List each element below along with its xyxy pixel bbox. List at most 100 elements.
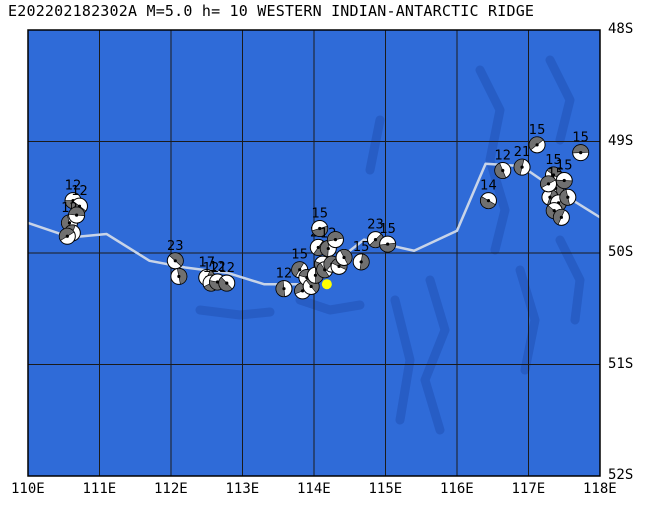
beachball-center (309, 284, 313, 289)
beachball-compression-quadrant (528, 136, 544, 151)
beachball-center (177, 274, 181, 279)
bathymetry-streak (390, 295, 415, 425)
beachball-center (326, 246, 330, 251)
beachball-center (548, 195, 552, 199)
beachball-center (215, 280, 220, 284)
beachball-center (316, 245, 320, 250)
beachball-compression-quadrant (480, 196, 496, 209)
latitude-label: 51S (608, 355, 634, 372)
depth-label: 12 (71, 184, 88, 199)
beachball-compression-quadrant (559, 189, 570, 206)
beachball-compression-quadrant (218, 276, 233, 292)
depth-label: 14 (480, 179, 497, 194)
longitude-label: 114E (297, 481, 331, 497)
bathymetry-streak (195, 305, 275, 320)
beachball-compression-quadrant (275, 280, 286, 297)
beachball-compression-quadrant (59, 228, 75, 241)
beachball-compression-quadrant (359, 253, 370, 271)
focal-mechanism-ball (326, 231, 344, 249)
epicenter-marker (321, 279, 332, 290)
beachball-center (333, 238, 338, 242)
beachball-center (501, 168, 505, 173)
beachball-center (386, 242, 390, 246)
beachball-compression-quadrant (311, 225, 328, 237)
beachball-center (579, 151, 583, 155)
beachball-compression-quadrant (494, 162, 507, 179)
beachball-center (75, 213, 79, 217)
bathymetry-streak (420, 275, 450, 435)
focal-mechanism-ball (559, 188, 577, 206)
beachball-center (342, 255, 346, 260)
depth-label: 21 (514, 145, 531, 160)
beachball-compression-quadrant (176, 268, 188, 285)
focal-mechanism-ball: 15 (291, 248, 309, 279)
beachball-center (313, 273, 318, 277)
beachball-compression-quadrant (540, 175, 556, 189)
depth-label: 12 (209, 260, 226, 275)
depth-label: 15 (353, 240, 370, 255)
latitude-label: 48S (608, 21, 634, 37)
focal-mechanism-ball: 12 (494, 148, 512, 179)
depth-label: 15 (291, 248, 308, 263)
beachball-center (562, 178, 566, 183)
depth-label: 12 (65, 179, 82, 194)
bathymetry-streak (365, 115, 385, 175)
depth-label: 12 (203, 261, 220, 276)
bathymetry-streak (295, 295, 365, 315)
focal-mechanism-ball: 12 (218, 261, 236, 292)
focal-mechanism-ball (335, 248, 353, 266)
depth-label: 15 (545, 153, 562, 168)
focal-mechanisms: 1212122317121212121520151215231514122115… (58, 123, 590, 300)
focal-mechanism-ball (58, 227, 76, 245)
lat-lon-grid (28, 30, 600, 476)
longitude-label: 112E (154, 481, 188, 497)
depth-label: 12 (218, 261, 235, 276)
beachball-compression-quadrant (316, 262, 330, 278)
beachball-compression-quadrant (168, 252, 184, 267)
longitude-label: 111E (82, 481, 117, 497)
beachball-center (520, 165, 524, 169)
beachball-center (225, 281, 229, 285)
focal-mechanism-ball: 12 (275, 267, 293, 298)
latitude-label: 52S (608, 467, 634, 483)
depth-label: 15 (572, 131, 589, 146)
longitude-label: 117E (511, 481, 546, 497)
focal-mechanism-ball: 15 (379, 222, 397, 253)
focal-mechanism-ball (68, 206, 86, 224)
beachball-center (298, 268, 302, 272)
depth-label: 15 (379, 222, 396, 237)
focal-mechanism-ball: 14 (479, 179, 497, 210)
beachball-compression-quadrant (553, 209, 566, 226)
focal-mechanism-ball (540, 175, 558, 193)
beachball-center (535, 143, 539, 147)
beachball-center (551, 173, 556, 177)
depth-label: 12 (276, 267, 293, 282)
focal-mechanism-ball: 15 (311, 206, 329, 237)
depth-label: 15 (311, 206, 328, 221)
beachball-compression-quadrant (379, 242, 396, 253)
focal-mechanism-ball (170, 267, 188, 285)
bathymetry-streak (475, 65, 510, 255)
depth-label: 17 (198, 256, 215, 271)
beachball-center (566, 195, 570, 199)
depth-label: 23 (367, 218, 384, 233)
beachball-compression-quadrant (513, 158, 525, 176)
focal-mechanism-ball: 21 (513, 145, 531, 176)
longitude-label: 115E (368, 481, 403, 497)
beachball-center (546, 182, 551, 186)
focal-mechanism-ball: 23 (166, 239, 184, 270)
beachball-center (173, 259, 177, 263)
beachball-center (318, 226, 322, 231)
beachball-compression-quadrant (291, 261, 305, 277)
longitude-label: 110E (11, 481, 45, 497)
focal-mechanism-ball: 15 (352, 240, 370, 271)
beachball-center (282, 287, 286, 291)
beachball-center (67, 221, 72, 225)
depth-label: 12 (494, 148, 511, 163)
beachball-center (552, 209, 556, 213)
map-title: E202202182302A M=5.0 h= 10 WESTERN INDIA… (8, 2, 535, 20)
beachball-center (486, 198, 491, 203)
latitude-label: 49S (608, 132, 634, 149)
focal-mechanism-ball (552, 208, 570, 226)
